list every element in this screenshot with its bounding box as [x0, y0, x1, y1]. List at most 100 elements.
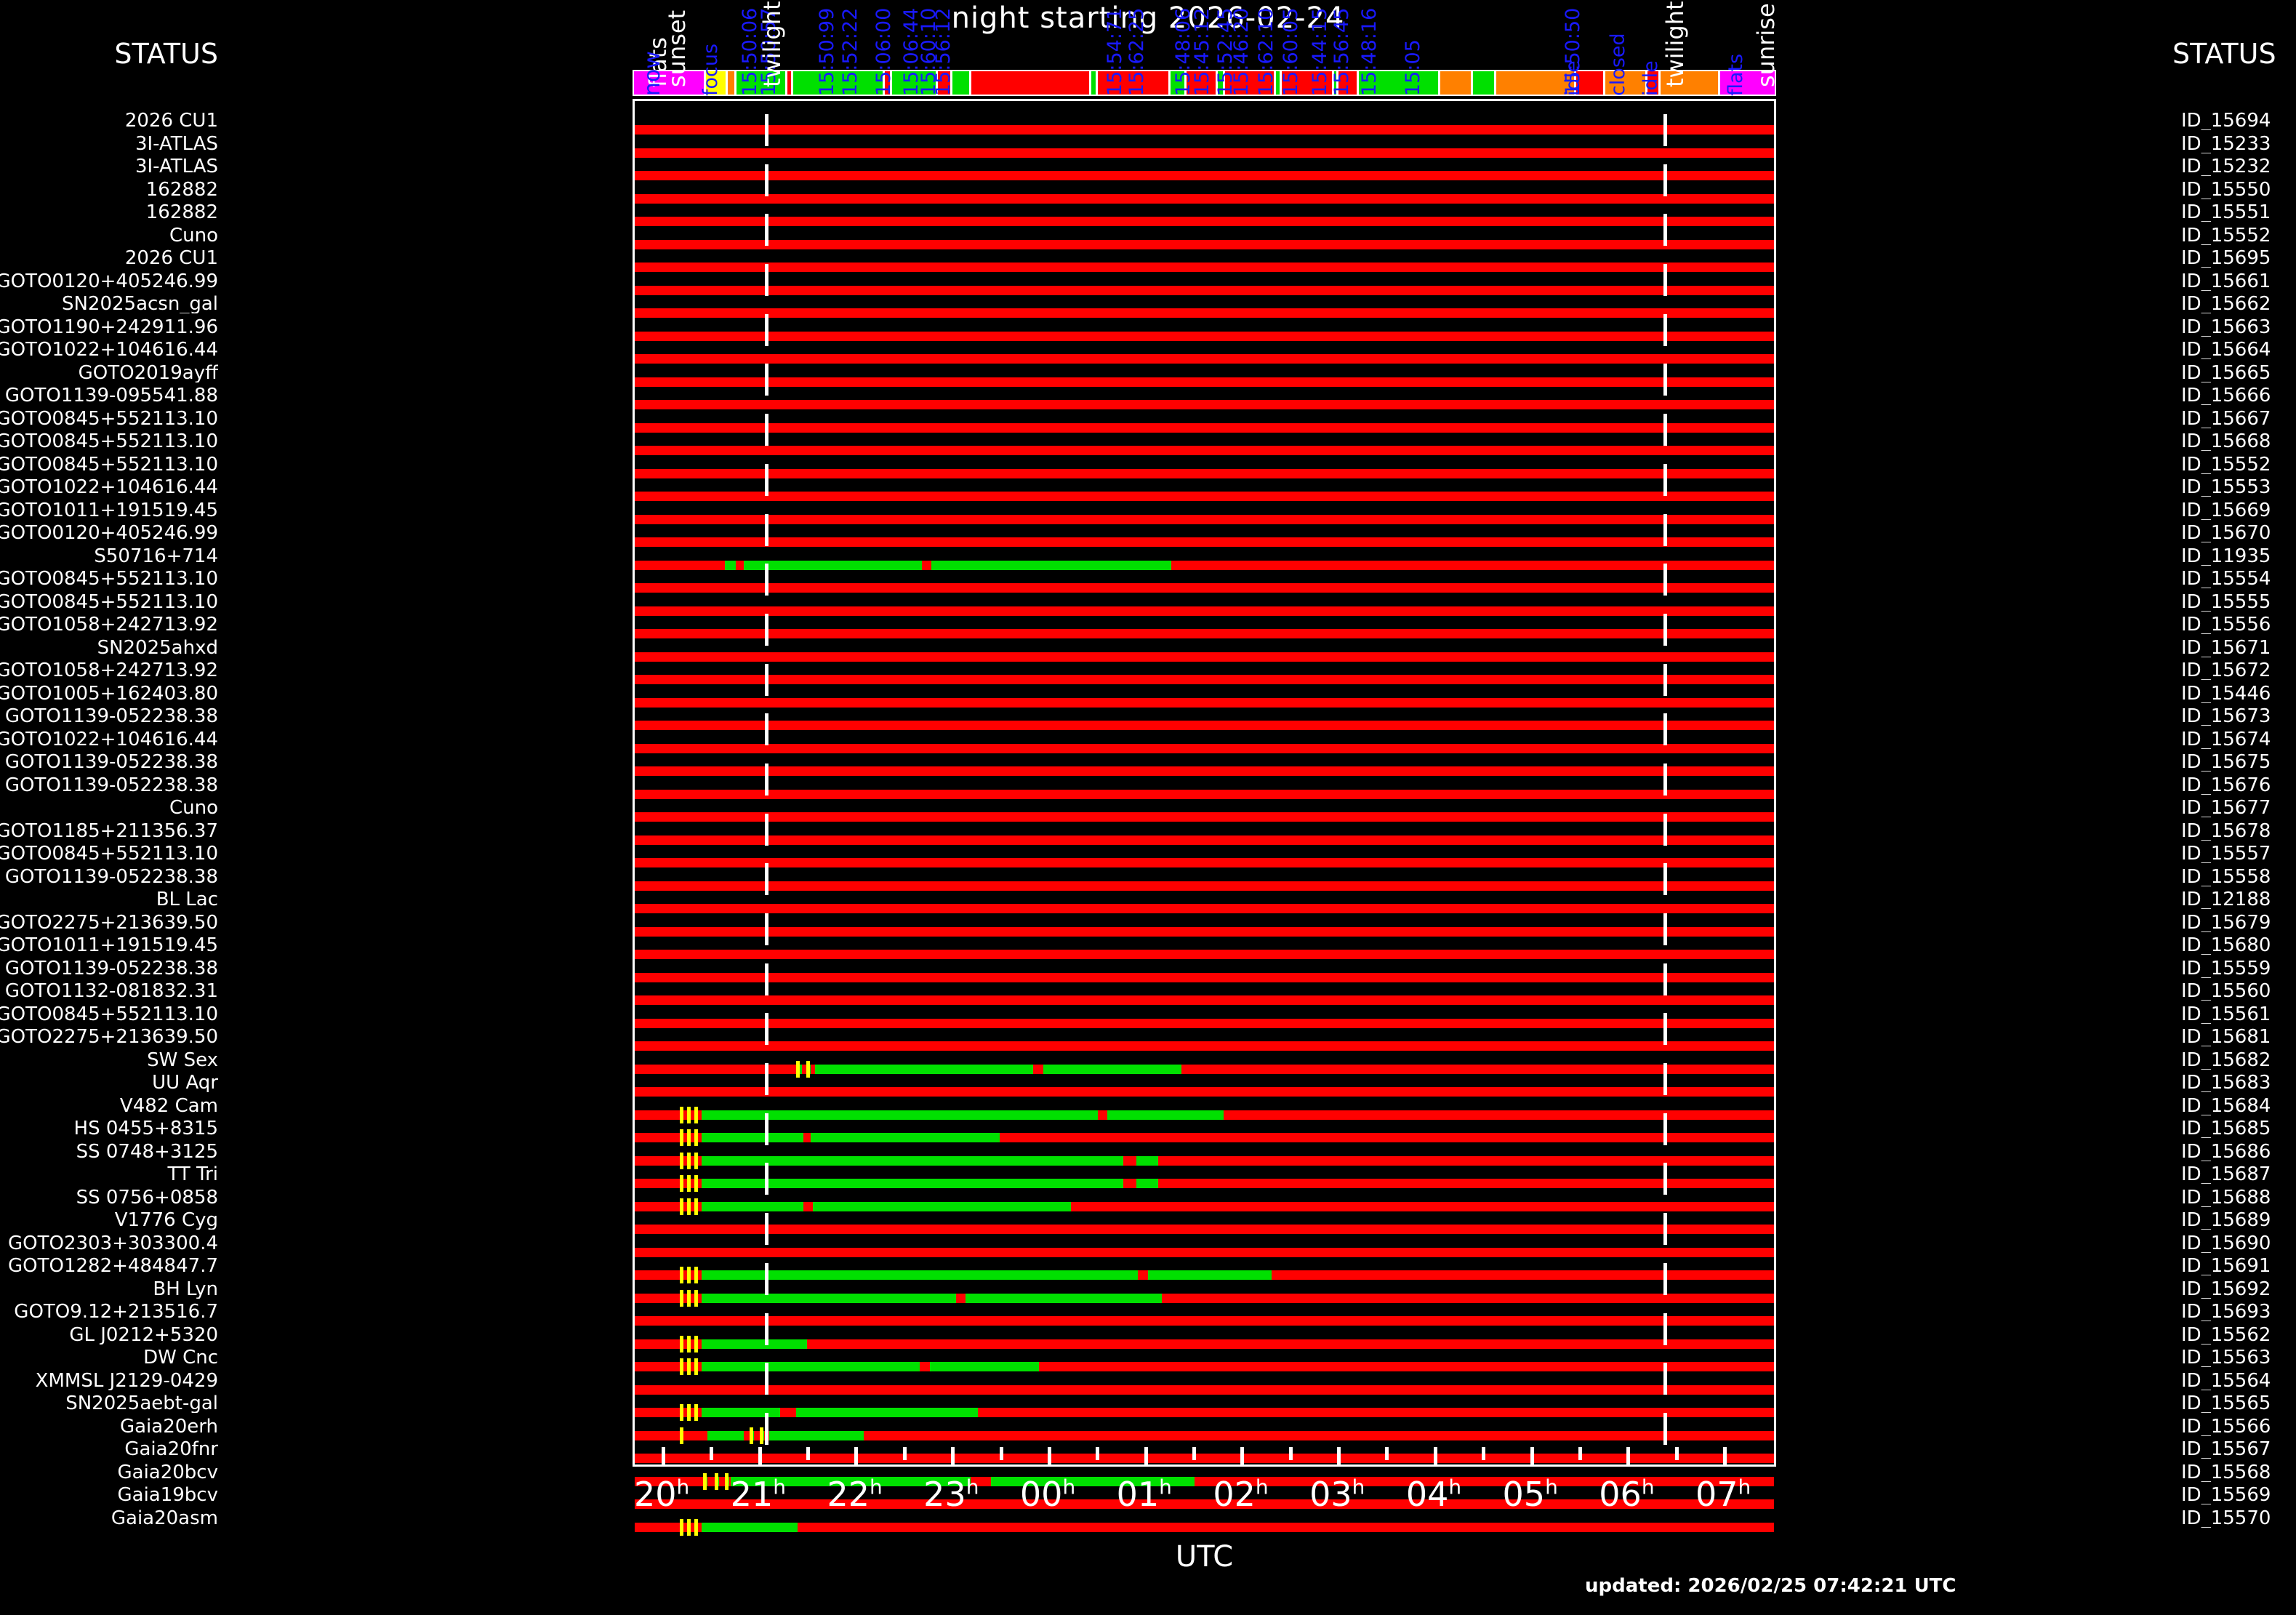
table-row[interactable]: [635, 766, 1774, 777]
table-row[interactable]: [635, 422, 1774, 433]
status-segment[interactable]: [1471, 71, 1494, 95]
table-row[interactable]: [635, 652, 1774, 662]
table-row[interactable]: [635, 697, 1774, 708]
status-segment[interactable]: [950, 71, 969, 95]
table-row[interactable]: [635, 789, 1774, 799]
table-row[interactable]: [635, 881, 1774, 891]
status-segment[interactable]: [1184, 71, 1216, 95]
status-segment[interactable]: [1096, 71, 1168, 95]
table-row[interactable]: [635, 1152, 1774, 1169]
observation-block[interactable]: [1107, 1110, 1224, 1120]
status-segment[interactable]: [1168, 71, 1184, 95]
observation-block[interactable]: [702, 1201, 803, 1211]
status-segment[interactable]: [1089, 71, 1096, 95]
table-row[interactable]: [635, 1519, 1774, 1536]
table-row[interactable]: [635, 675, 1774, 685]
table-row[interactable]: [635, 308, 1774, 318]
observation-block[interactable]: [744, 560, 922, 570]
table-row[interactable]: [635, 629, 1774, 639]
table-row[interactable]: [635, 446, 1774, 456]
table-row[interactable]: [635, 1129, 1774, 1147]
table-row[interactable]: [635, 1225, 1774, 1235]
observation-block[interactable]: [702, 1270, 1138, 1281]
table-row[interactable]: [635, 560, 1774, 570]
status-segment[interactable]: [1336, 71, 1357, 95]
table-row[interactable]: [635, 995, 1774, 1006]
table-row[interactable]: [635, 1247, 1774, 1257]
table-row[interactable]: [635, 1289, 1774, 1307]
observation-block[interactable]: [707, 1430, 744, 1440]
observation-block[interactable]: [702, 1339, 807, 1349]
table-row[interactable]: [635, 1060, 1774, 1078]
observation-block[interactable]: [702, 1408, 780, 1418]
status-segment[interactable]: [1280, 71, 1332, 95]
table-row[interactable]: [635, 1427, 1774, 1444]
observation-block[interactable]: [796, 1408, 978, 1418]
table-row[interactable]: [635, 835, 1774, 845]
observation-block[interactable]: [811, 1133, 1000, 1143]
status-segment[interactable]: [1574, 71, 1603, 95]
table-row[interactable]: [635, 492, 1774, 502]
observation-block[interactable]: [966, 1293, 1162, 1303]
observation-block[interactable]: [1043, 1064, 1181, 1074]
table-row[interactable]: [635, 239, 1774, 249]
status-segment[interactable]: [1658, 71, 1718, 95]
table-row[interactable]: [635, 285, 1774, 295]
observation-block[interactable]: [725, 560, 736, 570]
table-row[interactable]: [635, 217, 1774, 227]
status-segment[interactable]: [1274, 71, 1280, 95]
observation-block[interactable]: [702, 1523, 798, 1532]
status-segment[interactable]: [1216, 71, 1223, 95]
status-segment[interactable]: [785, 71, 791, 95]
observation-block[interactable]: [1136, 1179, 1158, 1189]
table-row[interactable]: [635, 193, 1774, 204]
table-row[interactable]: [635, 1404, 1774, 1422]
table-row[interactable]: [635, 1499, 1774, 1510]
table-row[interactable]: [635, 926, 1774, 937]
table-row[interactable]: [635, 1041, 1774, 1051]
table-row[interactable]: [635, 125, 1774, 135]
table-row[interactable]: [635, 1384, 1774, 1395]
table-row[interactable]: [635, 1316, 1774, 1326]
table-row[interactable]: [635, 858, 1774, 868]
status-segment[interactable]: [1603, 71, 1645, 95]
status-segment[interactable]: [1357, 71, 1438, 95]
observation-block[interactable]: [813, 1201, 1071, 1211]
table-row[interactable]: [635, 263, 1774, 273]
observation-block[interactable]: [815, 1064, 1033, 1074]
observation-block[interactable]: [931, 560, 1171, 570]
observation-block[interactable]: [702, 1293, 956, 1303]
observation-block[interactable]: [702, 1110, 1098, 1120]
table-row[interactable]: [635, 514, 1774, 524]
status-segment[interactable]: [726, 71, 734, 95]
observation-block[interactable]: [991, 1476, 1195, 1486]
status-segment[interactable]: [1332, 71, 1336, 95]
table-row[interactable]: [635, 148, 1774, 158]
table-row[interactable]: [635, 950, 1774, 960]
observation-block[interactable]: [731, 1476, 971, 1486]
table-row[interactable]: [635, 1087, 1774, 1097]
table-row[interactable]: [635, 1267, 1774, 1284]
table-row[interactable]: [635, 583, 1774, 593]
status-segment[interactable]: [1645, 71, 1658, 95]
status-segment[interactable]: [1438, 71, 1471, 95]
table-row[interactable]: [635, 1018, 1774, 1028]
observation-block[interactable]: [702, 1133, 803, 1143]
status-segment[interactable]: [1718, 71, 1775, 95]
table-row[interactable]: [635, 468, 1774, 478]
table-row[interactable]: [635, 1198, 1774, 1215]
table-row[interactable]: [635, 354, 1774, 364]
table-row[interactable]: [635, 331, 1774, 341]
table-row[interactable]: [635, 721, 1774, 731]
observation-block[interactable]: [702, 1362, 920, 1372]
night-status-bar[interactable]: [633, 70, 1776, 96]
status-segment[interactable]: [1223, 71, 1274, 95]
table-row[interactable]: [635, 1454, 1774, 1464]
observation-timeline-plot[interactable]: [633, 99, 1776, 1536]
status-segment[interactable]: [890, 71, 936, 95]
observation-block[interactable]: [1136, 1155, 1158, 1166]
status-segment[interactable]: [791, 71, 883, 95]
status-segment[interactable]: [734, 71, 785, 95]
table-row[interactable]: [635, 743, 1774, 753]
status-segment[interactable]: [883, 71, 890, 95]
